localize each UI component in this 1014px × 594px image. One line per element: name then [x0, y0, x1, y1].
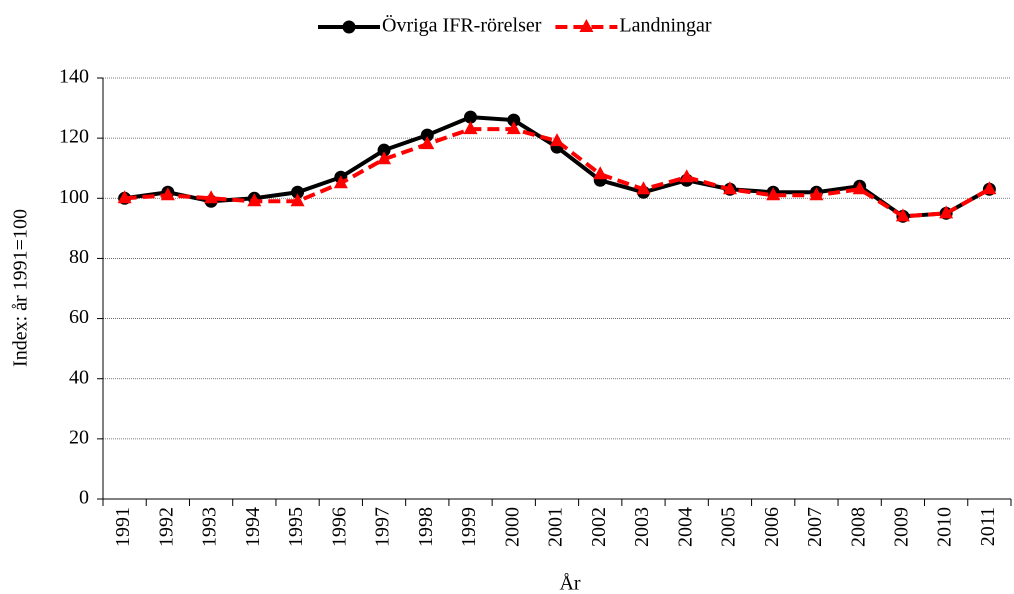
x-tick-label: 1992	[155, 507, 177, 547]
y-tick-label: 60	[69, 306, 89, 328]
x-tick-label: 2006	[761, 507, 783, 547]
marker	[507, 113, 521, 127]
marker	[291, 185, 305, 199]
x-axis-label: År	[559, 573, 580, 594]
x-tick-label: 2004	[674, 507, 696, 547]
y-tick-label: 80	[69, 246, 89, 268]
x-tick-label: 2010	[934, 507, 956, 547]
y-tick-label: 20	[69, 426, 89, 448]
legend-marker	[579, 19, 594, 32]
x-tick-label: 2009	[890, 507, 912, 547]
marker	[809, 187, 824, 201]
x-tick-label: 2008	[847, 507, 869, 547]
x-tick-label: 2005	[718, 507, 740, 547]
x-tick-label: 2002	[588, 507, 610, 547]
legend-label: Övriga IFR-rörelser	[382, 14, 542, 37]
marker	[117, 190, 132, 204]
marker	[722, 181, 737, 195]
marker	[939, 205, 954, 219]
x-tick-label: 1994	[242, 507, 264, 547]
x-tick-label: 2011	[977, 507, 999, 546]
x-tick-label: 1995	[285, 507, 307, 547]
marker	[636, 181, 651, 195]
y-axis-label: Index: år 1991=100	[10, 209, 32, 367]
y-tick-label: 120	[59, 126, 89, 148]
marker	[290, 193, 305, 207]
legend-marker	[342, 20, 356, 34]
marker	[766, 187, 781, 201]
marker	[160, 187, 175, 201]
x-tick-label: 2000	[501, 507, 523, 547]
marker	[506, 121, 521, 135]
marker	[420, 136, 435, 150]
marker	[593, 166, 608, 180]
x-tick-label: 2007	[804, 507, 826, 547]
x-tick-label: 1993	[199, 507, 221, 547]
marker	[550, 133, 564, 147]
series-line	[124, 127, 991, 219]
marker	[852, 181, 867, 195]
marker	[247, 193, 262, 207]
marker	[464, 110, 478, 124]
legend-label: Landningar	[619, 15, 712, 37]
x-tick-label: 1997	[372, 507, 394, 547]
y-tick-label: 0	[79, 487, 89, 509]
x-tick-label: 2001	[545, 507, 567, 547]
marker	[463, 121, 478, 135]
marker	[420, 128, 434, 142]
marker	[204, 190, 219, 204]
x-tick-label: 1999	[458, 507, 480, 547]
y-tick-label: 100	[59, 186, 89, 208]
y-tick-label: 40	[69, 366, 89, 388]
x-tick-label: 1996	[328, 507, 350, 547]
x-tick-label: 2003	[631, 507, 653, 547]
y-tick-label: 140	[59, 66, 89, 88]
x-tick-label: 1998	[415, 507, 437, 547]
marker	[895, 208, 910, 222]
marker	[982, 181, 997, 195]
x-tick-label: 1991	[112, 507, 134, 547]
marker	[333, 175, 348, 189]
marker	[377, 143, 391, 157]
marker	[679, 169, 694, 183]
marker	[377, 151, 392, 165]
